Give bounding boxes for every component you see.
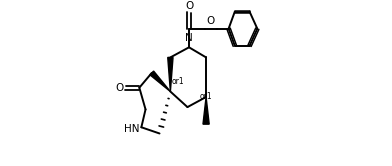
Text: O: O — [185, 1, 193, 11]
Text: or1: or1 — [172, 77, 185, 86]
Text: or1: or1 — [200, 92, 212, 101]
Text: O: O — [116, 83, 124, 93]
Text: HN: HN — [123, 124, 139, 134]
Polygon shape — [168, 57, 173, 92]
Text: N: N — [185, 33, 192, 43]
Polygon shape — [150, 71, 171, 92]
Polygon shape — [203, 97, 209, 124]
Text: O: O — [206, 16, 214, 26]
